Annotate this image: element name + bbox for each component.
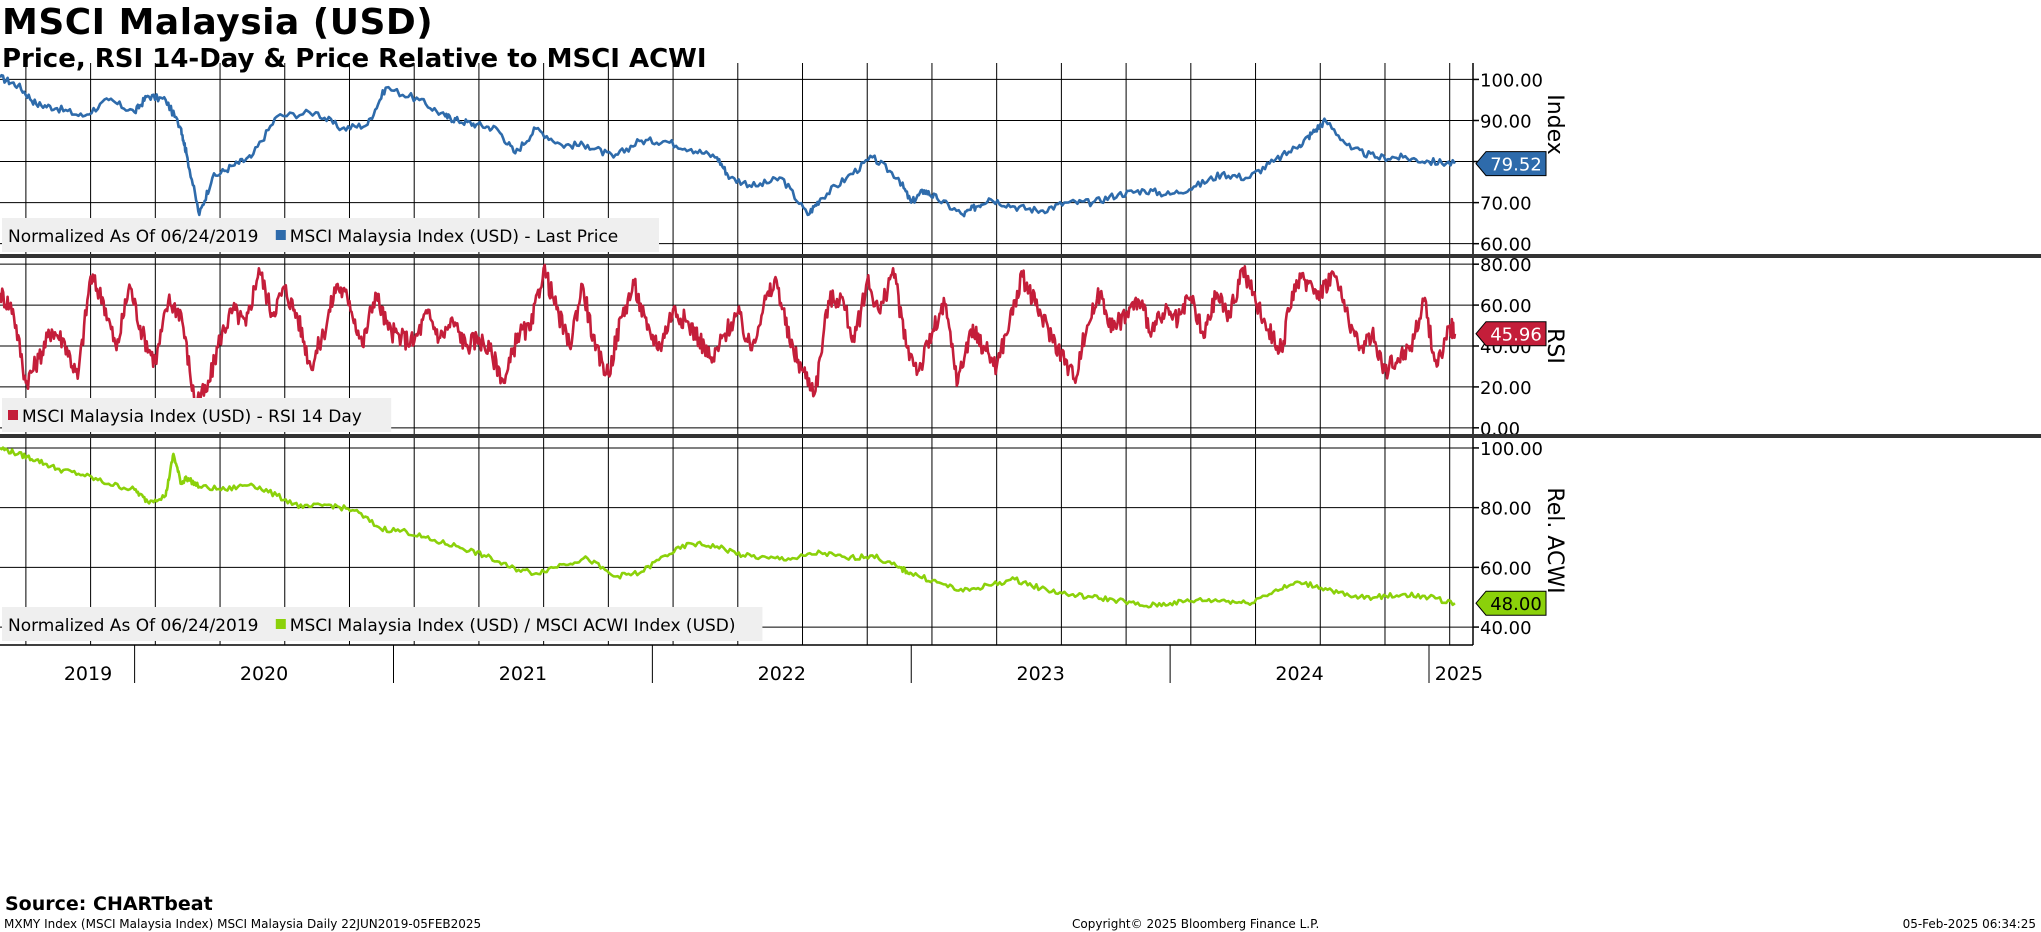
page-subtitle: Price, RSI 14-Day & Price Relative to MS… [2,44,707,74]
last-value-label: 79.52 [1490,155,1542,176]
axis-layer: 100.0090.0080.0070.0060.00Index80.0060.0… [0,63,2041,685]
legend-rsi: MSCI Malaysia Index (USD) - RSI 14 Day [2,398,392,432]
last-value-flag [1475,321,1547,347]
legend-entry: MSCI Malaysia Index (USD) - Last Price [290,227,618,247]
y-axis-title: Rel. ACWI [1542,487,1567,593]
x-tick-label: 2023 [1016,663,1064,685]
x-tick-label: 2021 [499,663,547,685]
series-line-rsi [0,263,1457,405]
footer-ticker-info: MXMY Index (MSCI Malaysia Index) MSCI Ma… [4,917,482,931]
legend-box [2,607,763,641]
x-tick-label: 2020 [240,663,288,685]
y-tick-label: 80.00 [1480,499,1532,520]
series-layer [0,73,1457,609]
grid-layer [0,63,1473,645]
legend-layer: Normalized As Of 06/24/2019 MSCI Malaysia… [2,218,763,641]
legend-price: Normalized As Of 06/24/2019 MSCI Malaysia… [2,218,659,252]
last-value-label: 48.00 [1490,594,1542,615]
last-value-tag: 79.52 [1475,151,1547,177]
x-tick-label: 2025 [1435,663,1483,685]
source-note: Source: CHARTbeat [5,893,213,915]
legend-swatch [275,619,286,629]
series-line-relative [0,446,1456,609]
x-tick-label: 2024 [1275,663,1323,685]
page-title: MSCI Malaysia (USD) [2,2,434,43]
y-tick-label: 100.00 [1480,439,1543,460]
y-tick-label: 40.00 [1480,618,1532,639]
legend-prefix: Normalized As Of 06/24/2019 [8,227,258,247]
footer-copyright: Copyright© 2025 Bloomberg Finance L.P. [1072,917,1320,931]
y-axis-title: Index [1542,94,1567,155]
last-value-label: 45.96 [1490,325,1542,346]
series-line-price [0,73,1456,218]
legend-box [2,398,392,432]
y-tick-label: 80.00 [1480,255,1532,276]
y-tick-label: 70.00 [1480,194,1532,215]
last-value-tag: 48.00 [1475,590,1547,616]
last-value-flag [1475,590,1547,616]
footer-timestamp: 05-Feb-2025 06:34:25 [1902,917,2036,931]
y-tick-label: 90.00 [1480,111,1532,132]
y-tick-label: 60.00 [1480,558,1532,579]
y-tick-label: 20.00 [1480,378,1532,399]
y-tick-label: 60.00 [1480,296,1532,317]
legend-box [2,218,659,252]
legend-entry: MSCI Malaysia Index (USD) / MSCI ACWI In… [290,616,736,636]
legend-entry: MSCI Malaysia Index (USD) - RSI 14 Day [22,407,362,427]
legend-relative: Normalized As Of 06/24/2019 MSCI Malaysia… [2,607,763,641]
legend-swatch [275,230,286,240]
last-value-tag: 45.96 [1475,321,1547,347]
legend-prefix: Normalized As Of 06/24/2019 [8,616,258,636]
y-tick-label: 100.00 [1480,70,1543,91]
x-tick-label: 2022 [758,663,806,685]
x-tick-label: 2019 [64,663,112,685]
legend-swatch [8,410,18,420]
y-tick-label: 60.00 [1480,235,1532,256]
last-value-flag [1475,151,1547,177]
